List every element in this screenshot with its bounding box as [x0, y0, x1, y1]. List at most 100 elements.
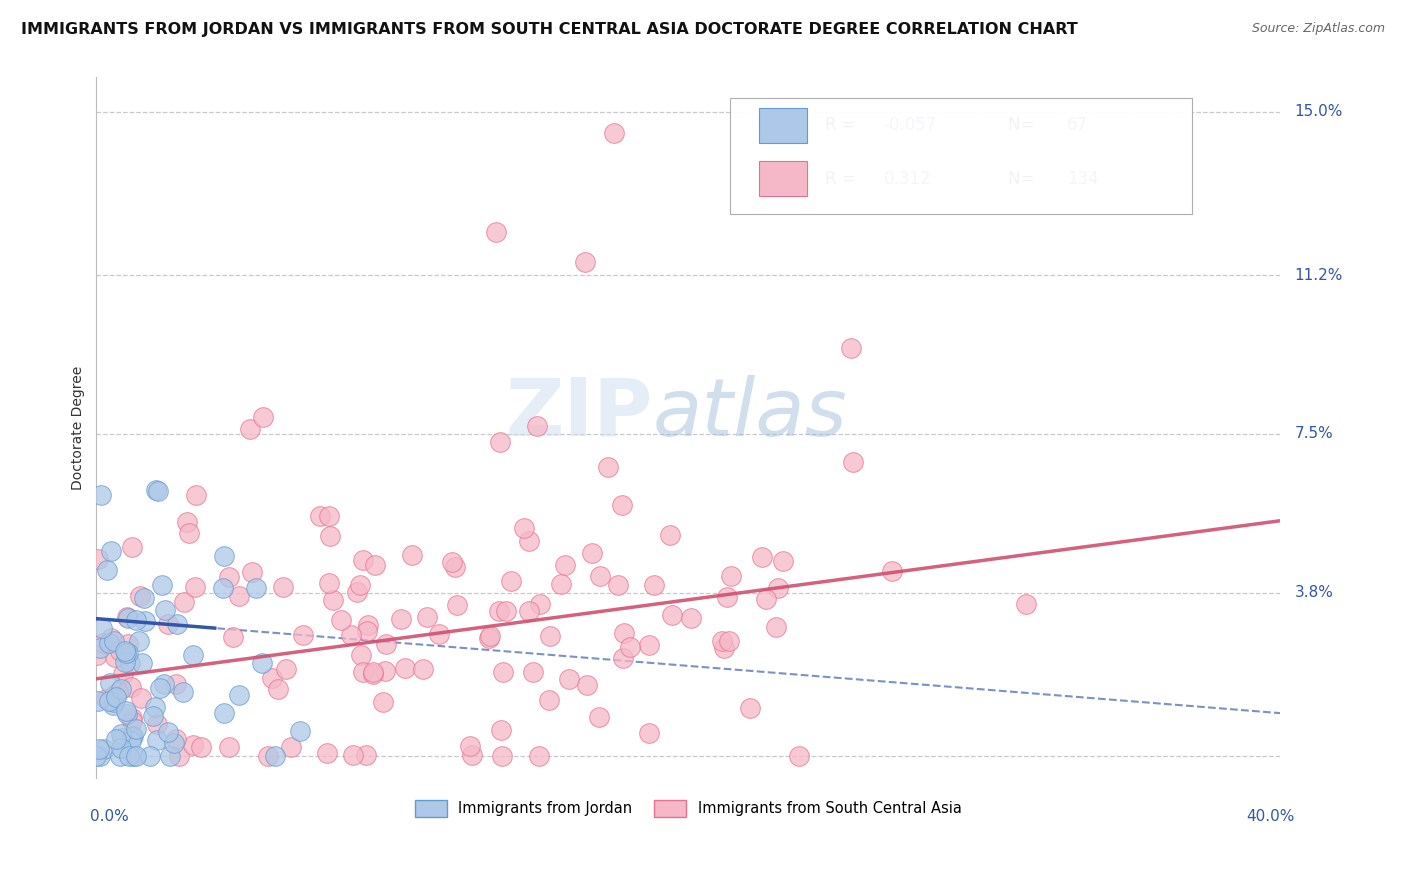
Point	[184, 488, 207, 502]
Point	[110, 740, 132, 755]
FancyBboxPatch shape	[730, 98, 1191, 214]
Point	[149, 681, 172, 695]
Point	[352, 665, 374, 680]
Point	[98, 676, 121, 690]
Point	[181, 648, 204, 662]
Point	[118, 656, 141, 670]
Point	[596, 460, 619, 475]
Point	[117, 610, 139, 624]
Point	[478, 632, 501, 646]
Point	[91, 636, 114, 650]
Point	[131, 657, 153, 671]
Point	[104, 650, 127, 665]
Point	[257, 749, 280, 764]
Point	[89, 749, 111, 764]
Point	[150, 578, 173, 592]
FancyBboxPatch shape	[759, 108, 807, 143]
Point	[356, 624, 378, 638]
Text: 3.8%: 3.8%	[1295, 585, 1333, 600]
Point	[218, 570, 240, 584]
Point	[755, 591, 778, 606]
Point	[363, 558, 385, 573]
Point	[318, 508, 340, 523]
Point	[612, 651, 634, 665]
Point	[401, 549, 423, 563]
Point	[266, 681, 288, 696]
Y-axis label: Doctorate Degree: Doctorate Degree	[72, 366, 86, 490]
Point	[110, 682, 132, 697]
Point	[354, 748, 377, 763]
Point	[87, 551, 110, 566]
Point	[361, 665, 384, 680]
Point	[839, 341, 862, 355]
Text: 40.0%: 40.0%	[1246, 809, 1295, 824]
Text: 0.0%: 0.0%	[90, 809, 129, 824]
Point	[610, 498, 633, 512]
Point	[94, 692, 117, 706]
Point	[787, 749, 810, 764]
Point	[717, 633, 740, 648]
Point	[412, 662, 434, 676]
Point	[538, 629, 561, 643]
Point	[501, 574, 523, 588]
Point	[264, 749, 287, 764]
Point	[128, 634, 150, 648]
Point	[117, 637, 139, 651]
Point	[153, 603, 176, 617]
Point	[588, 710, 610, 724]
Point	[240, 565, 263, 579]
Text: 15.0%: 15.0%	[1295, 104, 1343, 120]
Point	[103, 688, 125, 702]
Point	[280, 739, 302, 754]
Text: N=: N=	[1008, 116, 1039, 134]
Text: 134: 134	[1067, 170, 1099, 188]
Point	[121, 714, 143, 728]
Point	[145, 483, 167, 497]
Point	[122, 748, 145, 763]
Text: ZIP: ZIP	[506, 375, 652, 452]
Point	[772, 554, 794, 568]
Point	[349, 577, 371, 591]
Point	[322, 593, 344, 607]
Point	[491, 665, 513, 679]
Point	[479, 629, 502, 643]
Point	[90, 621, 112, 635]
Point	[557, 672, 579, 686]
Point	[458, 739, 481, 754]
Point	[110, 727, 132, 741]
Text: R =: R =	[824, 116, 860, 134]
Point	[114, 704, 136, 718]
Point	[340, 628, 363, 642]
Point	[389, 612, 412, 626]
Point	[134, 591, 156, 606]
Point	[638, 638, 661, 652]
Point	[142, 709, 165, 723]
Text: IMMIGRANTS FROM JORDAN VS IMMIGRANTS FROM SOUTH CENTRAL ASIA DOCTORATE DEGREE CO: IMMIGRANTS FROM JORDAN VS IMMIGRANTS FRO…	[21, 22, 1078, 37]
Point	[252, 409, 274, 424]
Point	[1014, 597, 1036, 611]
Point	[89, 640, 111, 655]
Point	[156, 616, 179, 631]
Point	[129, 589, 152, 603]
Point	[103, 695, 125, 709]
Point	[766, 582, 789, 596]
Point	[108, 643, 131, 657]
Point	[361, 667, 384, 681]
Point	[751, 549, 773, 564]
Point	[103, 634, 125, 648]
Point	[245, 581, 267, 595]
Text: N=: N=	[1008, 170, 1039, 188]
Point	[491, 749, 513, 764]
Point	[118, 749, 141, 764]
Point	[165, 676, 187, 690]
Point	[488, 604, 510, 618]
Point	[86, 693, 108, 707]
Point	[375, 637, 398, 651]
Point	[183, 738, 205, 752]
Point	[86, 648, 108, 662]
Point	[86, 749, 108, 764]
Point	[239, 422, 262, 436]
Point	[159, 749, 181, 764]
Point	[659, 528, 682, 542]
Point	[117, 646, 139, 660]
